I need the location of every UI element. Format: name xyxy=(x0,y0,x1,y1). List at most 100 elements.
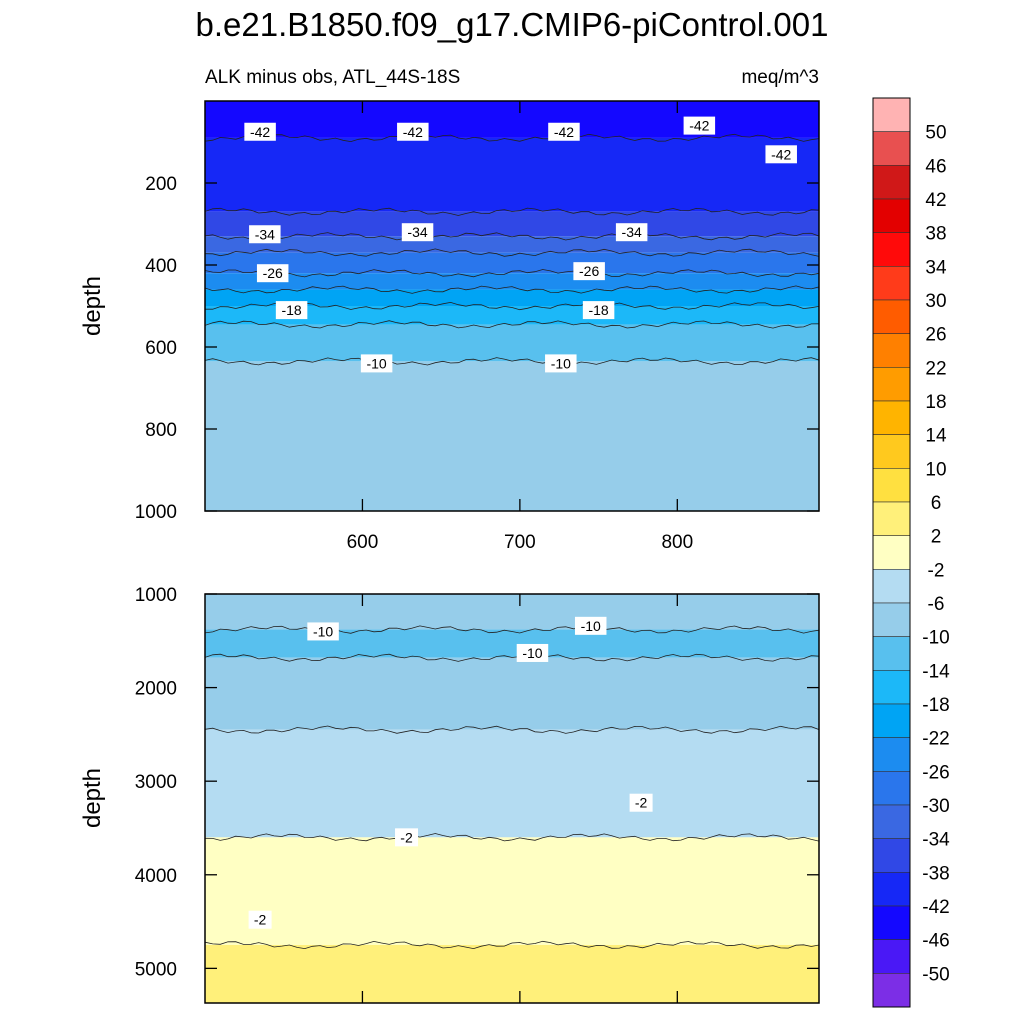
upper-contour-label-9: -26 xyxy=(579,263,599,279)
colorbar-swatch-15 xyxy=(872,602,911,637)
colorbar-swatch-24 xyxy=(872,905,911,940)
colorbar-label-19: -26 xyxy=(922,762,949,783)
lower-band-4 xyxy=(205,837,819,945)
upper-contour-labels: -42 -42 -42 -42 -42 -34 -34 -34 -26 -26 -18 -18 -10 -… xyxy=(244,116,797,373)
colorbar-swatch-11 xyxy=(872,468,911,503)
subtitle-left: ALK minus obs, ATL_44S-18S xyxy=(205,67,460,88)
colorbar-swatch-13 xyxy=(872,535,911,570)
colorbar-label-18: -22 xyxy=(922,729,949,750)
colorbar-swatch-25 xyxy=(872,939,911,974)
upper-xtick-label-2: 800 xyxy=(661,532,693,553)
colorbar-swatch-7 xyxy=(872,333,911,368)
lower-contour-label-bg-3 xyxy=(629,793,653,812)
lower-contour-line-4 xyxy=(205,833,819,842)
colorbar-label-0: 50 xyxy=(925,123,946,144)
colorbar-label-24: -46 xyxy=(922,931,949,952)
colorbar-frame xyxy=(872,97,911,1008)
lower-contour-label-bg-0 xyxy=(307,622,339,641)
lower-contour-label-4: -2 xyxy=(400,829,413,845)
upper-contour-label-bg-11 xyxy=(582,301,615,320)
colorbar-swatch-3 xyxy=(872,198,911,233)
upper-xtick-label-0: 600 xyxy=(347,532,379,553)
upper-band-1 xyxy=(205,137,819,212)
upper-contour-label-2: -42 xyxy=(554,124,574,140)
upper-contour-label-bg-12 xyxy=(360,354,393,373)
upper-contour-label-bg-6 xyxy=(401,223,434,242)
lower-contour-line-3 xyxy=(205,725,819,734)
upper-contour-line-1 xyxy=(205,133,819,143)
colorbar-label-21: -34 xyxy=(922,830,950,851)
upper-contour-label-13: -10 xyxy=(551,355,571,371)
colorbar-swatch-16 xyxy=(872,636,911,671)
colorbar-label-13: -2 xyxy=(928,560,945,581)
upper-contour-label-5: -34 xyxy=(255,226,275,242)
upper-contour-label-6: -34 xyxy=(407,224,427,240)
colorbar-swatch-1 xyxy=(872,131,911,166)
lower-x-ticks xyxy=(361,594,678,1003)
colorbar-swatch-4 xyxy=(872,232,911,267)
subtitle-units: meq/m^3 xyxy=(741,67,819,88)
colorbar-label-10: 10 xyxy=(925,459,946,480)
colorbar-label-14: -6 xyxy=(928,594,945,615)
colorbar-swatch-10 xyxy=(872,434,911,469)
lower-contour-label-0: -10 xyxy=(313,623,333,639)
colorbar-label-3: 38 xyxy=(925,224,946,245)
upper-ytick-label-1: 400 xyxy=(145,256,177,277)
colorbar-swatch-19 xyxy=(872,737,911,772)
colorbar-swatch-9 xyxy=(872,400,911,435)
colorbar-swatch-18 xyxy=(872,703,911,738)
colorbar-swatch-21 xyxy=(872,804,911,839)
upper-band-3 xyxy=(205,236,819,253)
upper-contour-label-12: -10 xyxy=(366,355,386,371)
upper-band-0 xyxy=(205,101,819,138)
colorbar-swatch-0 xyxy=(872,97,911,132)
lower-ytick-label-2: 3000 xyxy=(135,772,177,793)
lower-band-5 xyxy=(205,944,819,1003)
colorbar-swatch-12 xyxy=(872,501,911,536)
lower-contour-label-bg-4 xyxy=(395,828,419,847)
upper-contour-line-5 xyxy=(205,269,819,278)
upper-ytick-label-0: 200 xyxy=(145,174,177,195)
colorbar-label-22: -38 xyxy=(922,863,949,884)
upper-contour-label-bg-4 xyxy=(765,145,797,164)
upper-band-4 xyxy=(205,252,819,274)
upper-contour-line-6 xyxy=(205,285,819,294)
lower-y-ticks: 1000 2000 3000 4000 5000 xyxy=(135,585,819,980)
colorbar-label-20: -30 xyxy=(922,796,949,817)
colorbar-label-15: -10 xyxy=(922,628,949,649)
upper-contour-line-2 xyxy=(205,207,819,216)
colorbar-label-1: 46 xyxy=(925,156,946,177)
colorbar-label-11: 6 xyxy=(931,493,942,514)
upper-contour-label-bg-5 xyxy=(249,225,281,244)
lower-contour-label-bg-1 xyxy=(574,616,607,635)
upper-ytick-label-3: 800 xyxy=(145,420,177,441)
upper-band-9 xyxy=(205,361,819,511)
upper-contour-label-0: -42 xyxy=(250,124,270,140)
upper-contour-label-1: -42 xyxy=(403,124,423,140)
upper-contour-label-11: -18 xyxy=(588,302,608,318)
upper-band-2 xyxy=(205,211,819,237)
lower-contour-label-bg-2 xyxy=(516,643,549,662)
lower-field xyxy=(205,594,819,1003)
upper-y-ticks: 200 400 600 800 1000 xyxy=(135,174,819,523)
upper-contour-line-3 xyxy=(205,232,819,241)
lower-contour-label-bg-5 xyxy=(248,910,272,929)
upper-band-7 xyxy=(205,306,819,325)
colorbar-swatch-14 xyxy=(872,569,911,604)
upper-band-6 xyxy=(205,289,819,306)
upper-contour-label-bg-7 xyxy=(615,223,648,242)
upper-contour-label-4: -42 xyxy=(771,146,791,162)
colorbar-swatch-22 xyxy=(872,838,911,873)
colorbar-label-8: 18 xyxy=(925,392,946,413)
lower-ytick-label-3: 4000 xyxy=(135,866,177,887)
upper-contour-label-3: -42 xyxy=(689,118,709,134)
lower-contour-line-2 xyxy=(205,653,819,662)
upper-ytick-label-4: 1000 xyxy=(135,502,177,523)
upper-contour-line-8 xyxy=(205,320,819,329)
colorbar-swatch-5 xyxy=(872,266,911,301)
lower-contour-labels: -10 -10 -10 -2 -2 -2 xyxy=(248,616,653,929)
upper-y-label: depth xyxy=(79,276,106,336)
upper-contour-label-bg-1 xyxy=(397,122,429,141)
lower-band-2 xyxy=(205,657,819,730)
lower-band-3 xyxy=(205,729,819,838)
